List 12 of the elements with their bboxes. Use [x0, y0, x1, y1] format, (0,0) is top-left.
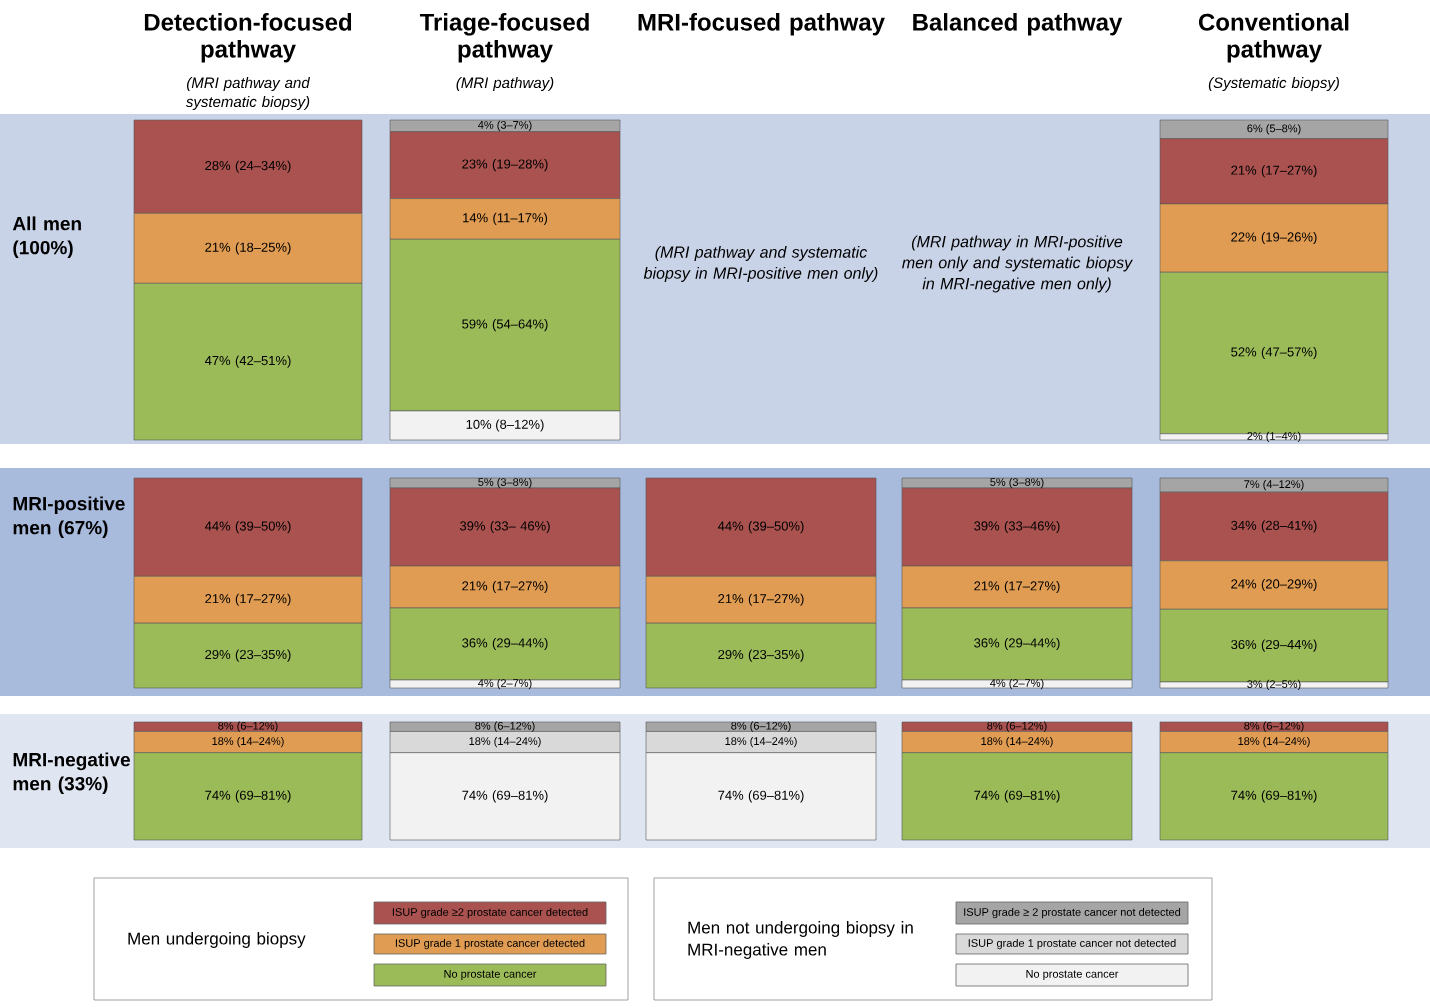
chart-title: Triage-focused pathway	[419, 13, 589, 63]
y-axis-title: MRI-negative men (33%)	[13, 752, 130, 795]
chart-title: Detection-focused pathway	[144, 13, 352, 63]
text: MRI-focused pathway	[638, 13, 885, 36]
text: (MRI pathway in MRI-positive men only and systematic biopsy in MRI-negative men only)	[902, 235, 1133, 293]
text: (MRI pathway and systematic biopsy in MRI-positive men only)	[643, 246, 878, 282]
chart-title: Conventional pathway	[1198, 13, 1349, 63]
y-axis-title: MRI-positive men (67%)	[13, 496, 125, 539]
text: Balanced pathway	[913, 13, 1123, 36]
y-axis-title: All men (100%)	[12, 216, 81, 259]
legend-title: Men not undergoing biopsy in MRI-negative men	[688, 921, 913, 959]
legend-title: Men undergoing biopsy	[128, 932, 306, 948]
